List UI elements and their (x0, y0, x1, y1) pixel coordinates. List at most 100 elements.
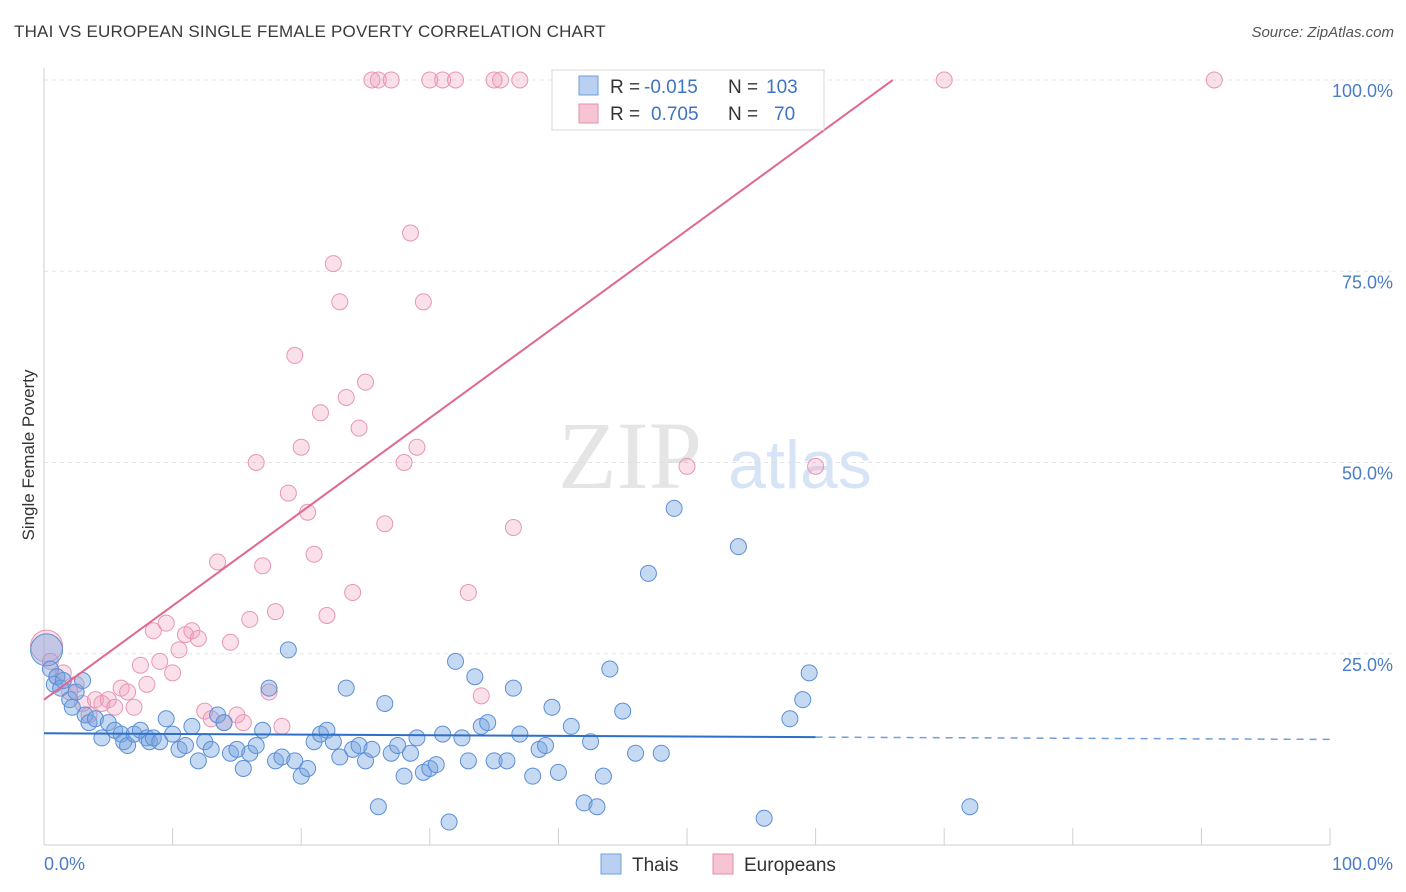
europeans-point (279, 484, 297, 502)
europeans-point (324, 255, 342, 273)
thais-point (594, 767, 612, 785)
thais-point (665, 499, 683, 517)
europeans-point (247, 454, 265, 471)
thais-point (228, 740, 246, 758)
europeans-point (305, 545, 323, 563)
thais-point (729, 538, 747, 556)
axes (43, 68, 1331, 846)
thais-point (427, 756, 445, 774)
thais-point (395, 767, 413, 785)
europeans-point (421, 71, 439, 89)
europeans-point (151, 652, 169, 670)
europeans-point (935, 71, 953, 89)
europeans-point (395, 454, 413, 471)
thais-point (76, 706, 94, 724)
thais-point (511, 725, 529, 743)
bottom-legend-europeans: Europeans (744, 855, 836, 876)
europeans-point (311, 404, 329, 422)
europeans-point (234, 714, 252, 732)
europeans-point (344, 584, 362, 602)
thais-point (176, 737, 194, 755)
europeans-point (382, 71, 400, 89)
thais-point (324, 733, 342, 751)
europeans-point (414, 293, 432, 311)
thais-point (755, 809, 773, 827)
europeans-point (164, 664, 182, 682)
thais-point (794, 691, 812, 709)
europeans-point (318, 607, 336, 624)
thais-point (234, 760, 252, 777)
europeans-point (678, 457, 696, 475)
thais-point (447, 652, 465, 670)
thais-point (376, 694, 394, 712)
thais-point (652, 744, 670, 762)
thais-point (189, 752, 207, 770)
europeans-point (1205, 71, 1223, 89)
thais-trend-extension (815, 736, 1331, 741)
watermark-atlas: atlas (728, 427, 872, 503)
y-tick-label: 75.0% (1342, 272, 1393, 292)
thais-point (440, 813, 458, 831)
europeans-point (459, 584, 477, 602)
legend-thais-r-value: -0.015 (644, 77, 698, 98)
x-tick-label-min: 0.0% (44, 854, 85, 874)
x-tick-label-max: 100.0% (1332, 854, 1393, 874)
gridlines (44, 79, 1395, 655)
europeans-point (472, 687, 490, 705)
europeans-point (511, 71, 529, 89)
legend-europeans-n-label: N = (728, 104, 758, 125)
thais-point (639, 564, 657, 582)
legend-europeans-n-value: 70 (774, 104, 795, 125)
thais-point (601, 660, 619, 678)
thais-point (524, 767, 542, 785)
thais-point (247, 737, 265, 755)
thais-point (86, 710, 104, 728)
source-credit: Source: ZipAtlas.com (1251, 24, 1394, 41)
europeans-point (157, 614, 175, 632)
thais-point (800, 664, 818, 682)
thais-point (402, 744, 420, 762)
europeans-point (402, 224, 420, 242)
bottom-legend-swatch-thais (600, 853, 622, 875)
thais-point (286, 752, 304, 770)
legend-thais-n-label: N = (728, 77, 758, 98)
thais-point (389, 737, 407, 755)
thais-point (337, 679, 355, 697)
europeans-point (363, 71, 381, 89)
thais-point (582, 733, 600, 751)
europeans-point (807, 457, 825, 475)
europeans-point (492, 71, 510, 89)
thais-point (627, 744, 645, 762)
watermark: ZIP atlas (558, 402, 872, 509)
chart-title: THAI VS EUROPEAN SINGLE FEMALE POVERTY C… (14, 22, 606, 41)
legend-europeans-r-value: 0.705 (651, 104, 699, 125)
bottom-legend: Thais Europeans (600, 853, 836, 876)
europeans-point (241, 610, 259, 628)
europeans-point (189, 629, 207, 647)
europeans-point (369, 71, 387, 89)
thais-point (254, 721, 272, 739)
europeans-trend-line (43, 79, 894, 701)
europeans-point (221, 633, 239, 651)
thais-point (614, 702, 632, 720)
europeans-point (254, 557, 272, 575)
thais-point (485, 752, 503, 770)
thais-point (504, 679, 522, 697)
europeans-points (30, 71, 1223, 735)
thais-points (30, 499, 979, 831)
thais-point (575, 794, 593, 812)
europeans-point (170, 641, 188, 659)
legend-thais-n-value: 103 (766, 77, 798, 98)
thais-point (202, 740, 220, 758)
thais-point (369, 798, 387, 816)
europeans-point (376, 515, 394, 533)
thais-point (279, 641, 297, 659)
trend-lines (43, 79, 1331, 741)
thais-point (299, 760, 317, 777)
thais-point (459, 752, 477, 770)
thais-point (157, 710, 175, 728)
europeans-point (485, 71, 503, 89)
bottom-legend-thais: Thais (632, 855, 678, 876)
thais-point (331, 748, 349, 766)
watermark-zip: ZIP (558, 402, 702, 509)
